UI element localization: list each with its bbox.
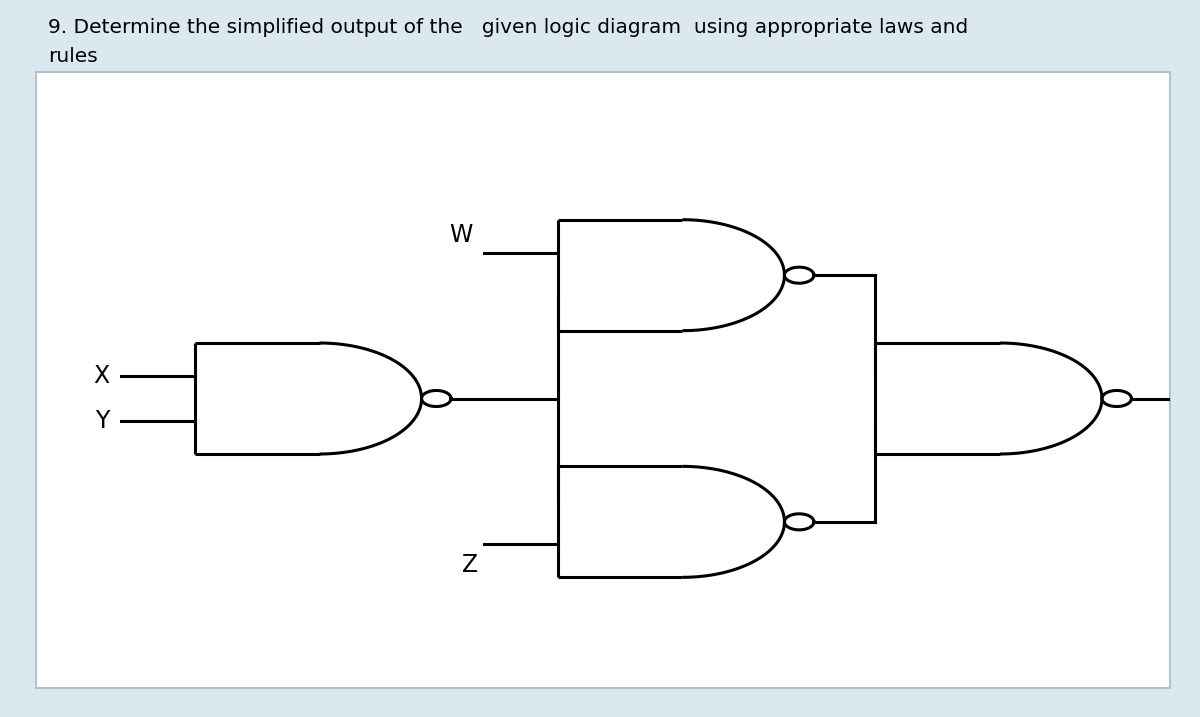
Text: W: W: [449, 223, 473, 247]
Text: Y: Y: [95, 409, 109, 432]
Text: X: X: [94, 364, 109, 389]
Text: rules: rules: [48, 47, 97, 65]
Text: Z: Z: [462, 554, 479, 577]
Text: 9. Determine the simplified output of the   given logic diagram  using appropria: 9. Determine the simplified output of th…: [48, 18, 968, 37]
